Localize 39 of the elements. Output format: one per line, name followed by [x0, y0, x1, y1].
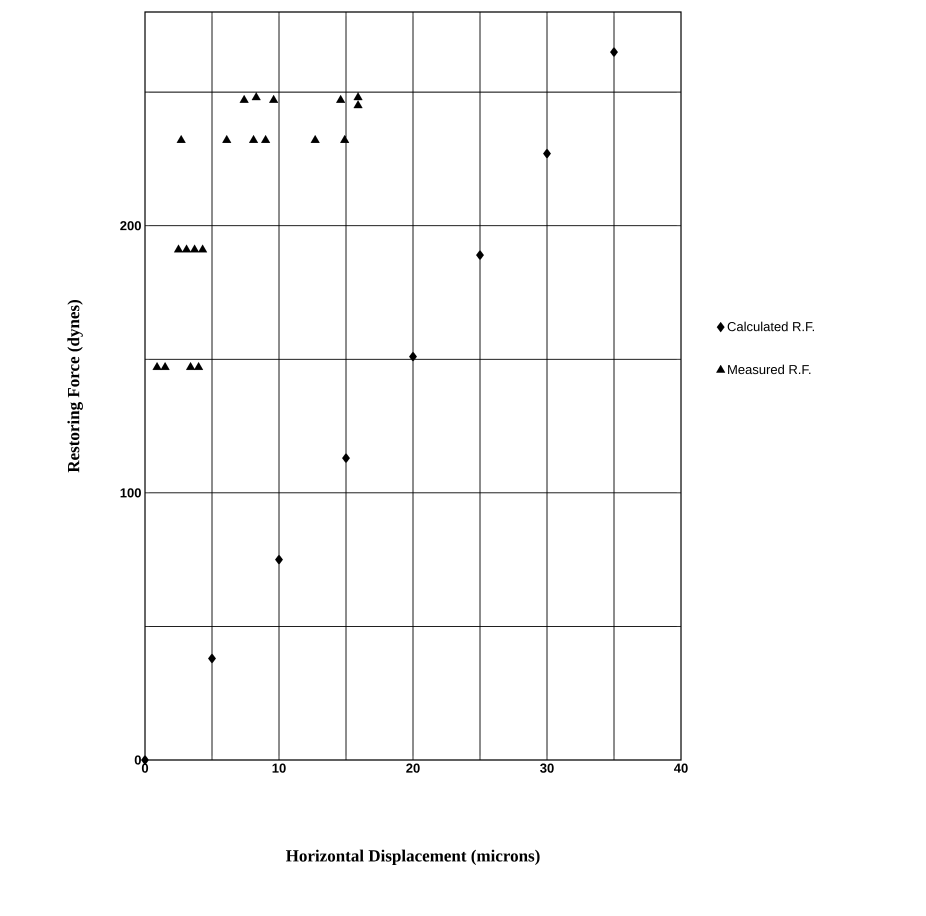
- x-tick-label: 30: [540, 764, 554, 773]
- x-tick-label: 20: [406, 764, 420, 773]
- point: [190, 244, 200, 252]
- point: [182, 244, 192, 252]
- x-tick-label: 0: [142, 764, 148, 773]
- point: [476, 250, 484, 260]
- point: [186, 362, 196, 370]
- point: [342, 452, 350, 464]
- point: [240, 94, 249, 103]
- point: [409, 351, 417, 362]
- y-tick-label: 200: [120, 221, 141, 230]
- y-tick-label: 0: [134, 755, 141, 765]
- point: [610, 46, 618, 58]
- legend-label: Calculated R.F.: [728, 322, 814, 332]
- legend-label: Measured R.F.: [728, 364, 810, 374]
- x-tick-label: 40: [674, 764, 688, 773]
- point: [354, 92, 363, 100]
- point: [275, 554, 283, 565]
- point: [249, 135, 258, 143]
- y-tick-label: 100: [120, 488, 141, 498]
- point: [354, 100, 363, 108]
- point: [340, 135, 350, 143]
- point: [543, 148, 551, 159]
- x-axis-title: Horizontal Displacement (microns): [286, 850, 540, 866]
- point: [198, 244, 208, 252]
- point: [152, 362, 162, 370]
- point: [222, 135, 232, 143]
- point: [336, 94, 346, 103]
- y-axis-title: Restoring Force (dynes): [67, 300, 83, 472]
- point: [194, 362, 204, 370]
- point: [310, 135, 320, 143]
- point: [252, 92, 261, 100]
- point: [261, 135, 270, 143]
- point: [176, 135, 186, 143]
- point: [208, 653, 216, 664]
- point: [269, 94, 278, 103]
- point: [160, 362, 170, 370]
- x-tick-label: 10: [272, 764, 286, 773]
- point: [174, 244, 184, 252]
